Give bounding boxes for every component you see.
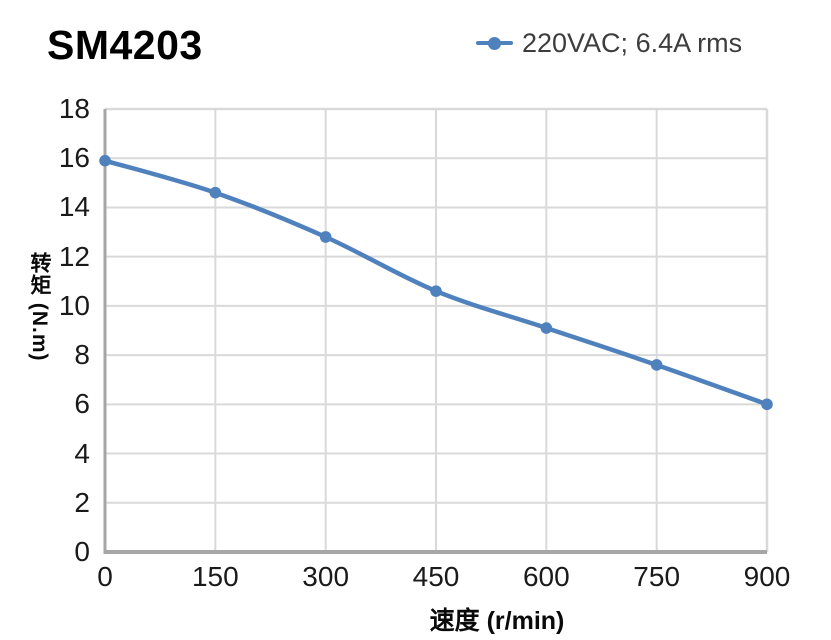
data-point-150: [209, 186, 222, 199]
y-axis-label: 转矩 (N.m): [28, 252, 51, 362]
y-tick-label-18: 18: [58, 93, 90, 124]
plot-area: [99, 107, 773, 554]
y-tick-label-4: 4: [74, 437, 90, 469]
x-tick-label-150: 150: [191, 561, 239, 592]
data-point-0: [99, 154, 111, 167]
data-point-750: [650, 359, 663, 371]
x-tick-label-750: 750: [633, 561, 681, 592]
y-tick-label-2: 2: [74, 486, 90, 518]
legend-label: 220VAC; 6.4A rms: [522, 27, 743, 58]
x-tick-label-600: 600: [522, 561, 570, 592]
x-tick-label-900: 900: [743, 561, 791, 592]
legend-dot: [488, 36, 501, 50]
data-point-300: [319, 231, 332, 243]
y-tick-label-16: 16: [58, 142, 90, 174]
y-tick-label-10: 10: [58, 289, 90, 321]
data-point-900: [761, 398, 773, 411]
y-tick-label-14: 14: [58, 191, 90, 223]
x-tick-label-300: 300: [302, 561, 350, 592]
y-tick-label-8: 8: [74, 339, 90, 371]
x-tick-label-450: 450: [412, 561, 460, 592]
legend: 220VAC; 6.4A rms: [476, 28, 742, 58]
y-tick-label-0: 0: [74, 536, 90, 567]
y-tick-label-12: 12: [58, 240, 90, 272]
y-tick-label-6: 6: [74, 388, 90, 420]
chart-title: SM4203: [47, 22, 203, 68]
x-tick-label-0: 0: [97, 561, 113, 592]
data-point-600: [540, 322, 553, 334]
x-axis-label: 速度 (r/min): [429, 607, 565, 635]
legend-line-marker-icon: [476, 36, 513, 50]
data-point-450: [430, 285, 442, 297]
